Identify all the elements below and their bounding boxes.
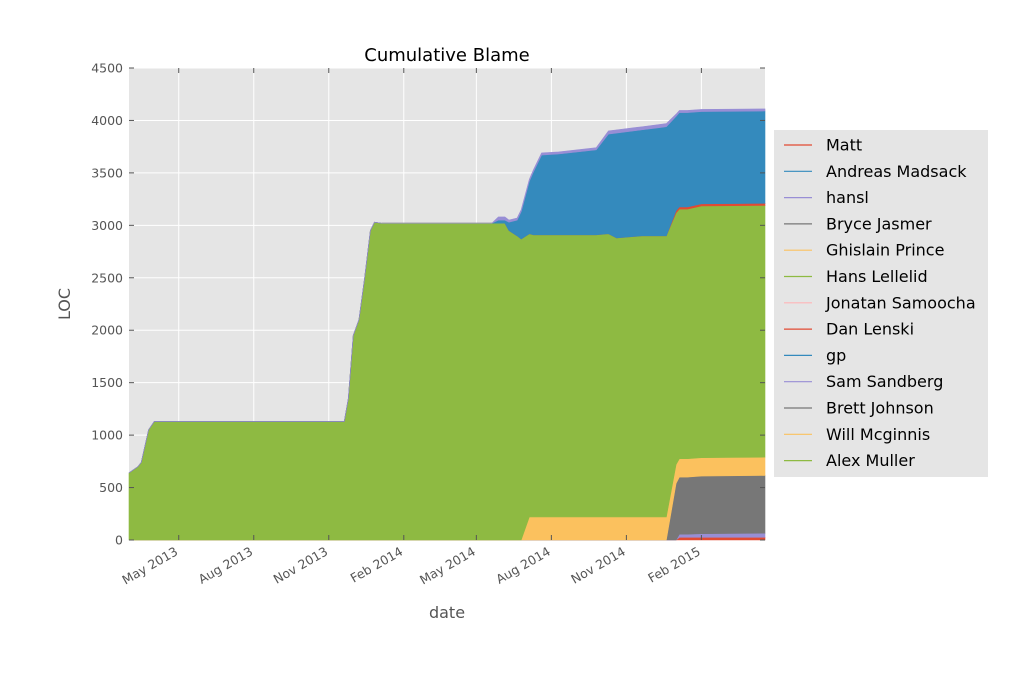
x-tick-label: Feb 2014 bbox=[348, 544, 406, 586]
legend-label-brett-johnson: Brett Johnson bbox=[826, 399, 934, 418]
legend-label-hans-lellelid: Hans Lellelid bbox=[826, 267, 928, 286]
legend-label-andreas-madsack: Andreas Madsack bbox=[826, 162, 967, 181]
x-tick-label: Feb 2015 bbox=[645, 544, 703, 586]
y-tick-label: 4000 bbox=[91, 113, 123, 128]
legend-label-will-mcginnis: Will Mcginnis bbox=[826, 425, 930, 444]
y-tick-label: 3500 bbox=[91, 165, 123, 180]
legend-box bbox=[774, 130, 988, 477]
y-tick-label: 0 bbox=[115, 533, 123, 548]
y-tick-label: 1500 bbox=[91, 375, 123, 390]
legend-label-bryce-jasmer: Bryce Jasmer bbox=[826, 214, 932, 233]
x-tick-label: Aug 2013 bbox=[196, 544, 256, 587]
legend-label-gp: gp bbox=[826, 346, 846, 365]
x-tick-label: Nov 2013 bbox=[271, 544, 331, 587]
x-tick-label: Aug 2014 bbox=[493, 544, 553, 587]
x-tick-label: May 2014 bbox=[417, 544, 478, 588]
stacked-areas bbox=[128, 108, 766, 541]
area-extra-1 bbox=[128, 108, 766, 474]
y-axis-ticks: 0 500 1000 1500 2000 2500 3000 3500 4000 4500 bbox=[91, 61, 765, 548]
y-tick-label: 3000 bbox=[91, 218, 123, 233]
legend: Matt Andreas Madsack hansl Bryce Jasmer Ghis… bbox=[774, 130, 988, 477]
y-tick-label: 500 bbox=[99, 480, 123, 495]
y-tick-label: 1000 bbox=[91, 428, 123, 443]
legend-label-alex-muller: Alex Muller bbox=[826, 451, 915, 470]
legend-label-hansl: hansl bbox=[826, 188, 869, 207]
chart-title: Cumulative Blame bbox=[364, 45, 529, 66]
legend-label-jonatan-samoocha: Jonatan Samoocha bbox=[825, 293, 976, 312]
y-tick-label: 4500 bbox=[91, 61, 123, 76]
y-axis-label: LOC bbox=[55, 288, 74, 320]
legend-label-ghislain-prince: Ghislain Prince bbox=[826, 241, 944, 260]
x-tick-label: May 2013 bbox=[119, 544, 180, 588]
legend-label-sam-sandberg: Sam Sandberg bbox=[826, 372, 943, 391]
legend-label-matt: Matt bbox=[826, 136, 862, 155]
y-tick-label: 2500 bbox=[91, 270, 123, 285]
x-axis-label: date bbox=[429, 603, 465, 622]
y-tick-label: 2000 bbox=[91, 323, 123, 338]
x-tick-label: Nov 2014 bbox=[568, 544, 628, 587]
legend-label-dan-lenski: Dan Lenski bbox=[826, 320, 914, 339]
